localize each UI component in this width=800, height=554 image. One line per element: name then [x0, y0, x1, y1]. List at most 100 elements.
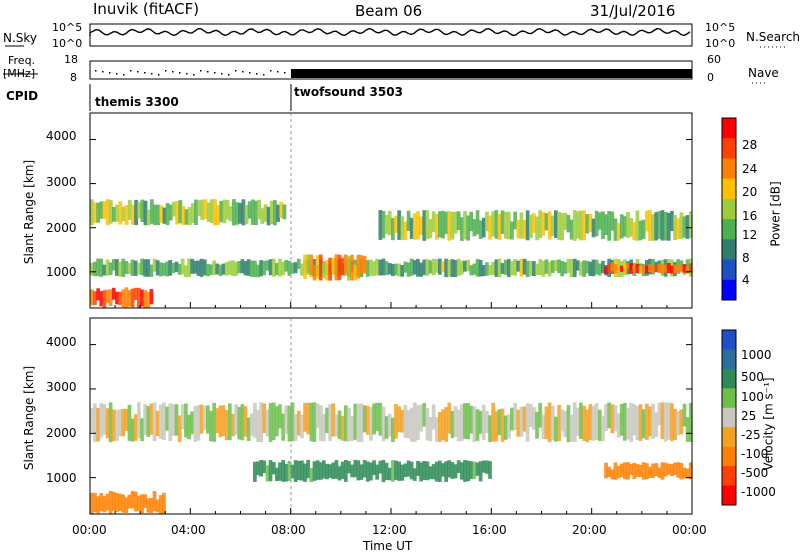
power-cell [619, 265, 624, 272]
power-cell [635, 263, 640, 274]
power-cell [159, 205, 164, 223]
velocity-cell [654, 412, 659, 437]
power-cbar-tick-20: 20 [742, 185, 758, 199]
power-cell [99, 291, 104, 307]
velocity-heatmap [90, 402, 693, 514]
velocity-cell [453, 464, 458, 479]
velocity-cell [391, 460, 395, 482]
power-cell [538, 259, 543, 276]
velocity-cell [325, 463, 329, 480]
power-cell [184, 265, 188, 278]
power-cell [278, 258, 282, 277]
velocity-cell [651, 403, 655, 439]
power-cell [177, 263, 182, 275]
power-cell [579, 210, 583, 241]
velocity-cell [344, 460, 348, 482]
velocity-cell [431, 464, 436, 480]
power-cell [331, 257, 336, 273]
velocity-cell [585, 409, 590, 443]
power-cell [434, 214, 439, 240]
power-cell [237, 261, 242, 274]
power-cell [143, 290, 147, 308]
power-cell [130, 259, 135, 276]
velocity-cbar-frame [721, 329, 737, 506]
power-cell [472, 263, 477, 275]
power-cell [519, 212, 524, 239]
xtick-4: 16:00 [472, 523, 507, 537]
power-cell [102, 290, 107, 308]
velocity-cell [215, 408, 220, 433]
power-cell [588, 261, 593, 276]
power-cell [131, 204, 135, 225]
power-cell [563, 212, 568, 230]
velocity-cbar-tick-minus1000: -1000 [741, 485, 776, 499]
velocity-cell [350, 415, 354, 441]
power-cell [441, 261, 445, 273]
velocity-cell [541, 414, 546, 439]
power-cell [121, 258, 126, 277]
power-cell [124, 261, 129, 274]
power-cell [337, 254, 342, 281]
velocity-cell [293, 414, 298, 441]
velocity-cell [209, 410, 213, 442]
power-cell [638, 220, 643, 241]
power-cell [541, 260, 546, 277]
velocity-cell [155, 499, 160, 513]
velocity-cell [325, 407, 329, 434]
power-cell [638, 266, 643, 274]
velocity-cell [641, 409, 646, 439]
power-cbar-tick-8: 8 [742, 251, 750, 265]
velocity-cbar-swatch [722, 330, 736, 350]
power-cell [231, 260, 235, 277]
velocity-cell [485, 460, 489, 474]
velocity-cell [287, 460, 292, 482]
velocity-cell [259, 460, 263, 477]
power-cell [632, 265, 637, 272]
velocity-cell [456, 460, 461, 473]
power-cell [165, 203, 170, 226]
power-cell [425, 259, 430, 276]
power-cell [347, 255, 351, 281]
power-cell [194, 199, 198, 225]
velocity-cell [152, 491, 157, 512]
power-cell [491, 261, 495, 275]
velocity-cell [253, 402, 257, 438]
velocity-cell [416, 460, 420, 476]
velocity-cell [143, 404, 147, 435]
power-cell [466, 259, 470, 272]
power-cell [306, 254, 310, 275]
velocity-cell [118, 493, 122, 511]
power-cell [300, 263, 304, 276]
velocity-cell [613, 405, 618, 432]
power-cell [93, 202, 97, 223]
velocity-cell [105, 493, 110, 511]
velocity-cell [359, 464, 364, 480]
power-cell [604, 214, 608, 235]
power-cell [641, 264, 646, 273]
velocity-cell [463, 460, 467, 482]
power-cell [340, 257, 345, 276]
power-cell [660, 210, 665, 241]
velocity-cell [660, 462, 665, 480]
power-cell [685, 259, 690, 274]
velocity-cell [262, 460, 267, 474]
velocity-cell [149, 498, 154, 513]
nsky-tick-bottom: 10^0 [52, 37, 83, 50]
power-heatmap [90, 199, 693, 308]
power-cell [572, 210, 577, 241]
freq-dot [95, 70, 97, 72]
power-cell [199, 258, 204, 277]
velocity-cell [676, 462, 680, 478]
velocity-cell [259, 402, 263, 443]
power-cell [510, 261, 514, 276]
velocity-cell [121, 408, 126, 437]
velocity-cell [441, 463, 445, 477]
power-cell [651, 214, 655, 241]
power-cell [99, 201, 104, 219]
velocity-cell [538, 402, 543, 428]
velocity-cell [403, 404, 408, 438]
power-cell [209, 199, 214, 224]
velocity-cbar-swatch [722, 388, 736, 409]
velocity-cell [140, 494, 144, 514]
velocity-cbar-tick-25: 25 [741, 409, 757, 423]
